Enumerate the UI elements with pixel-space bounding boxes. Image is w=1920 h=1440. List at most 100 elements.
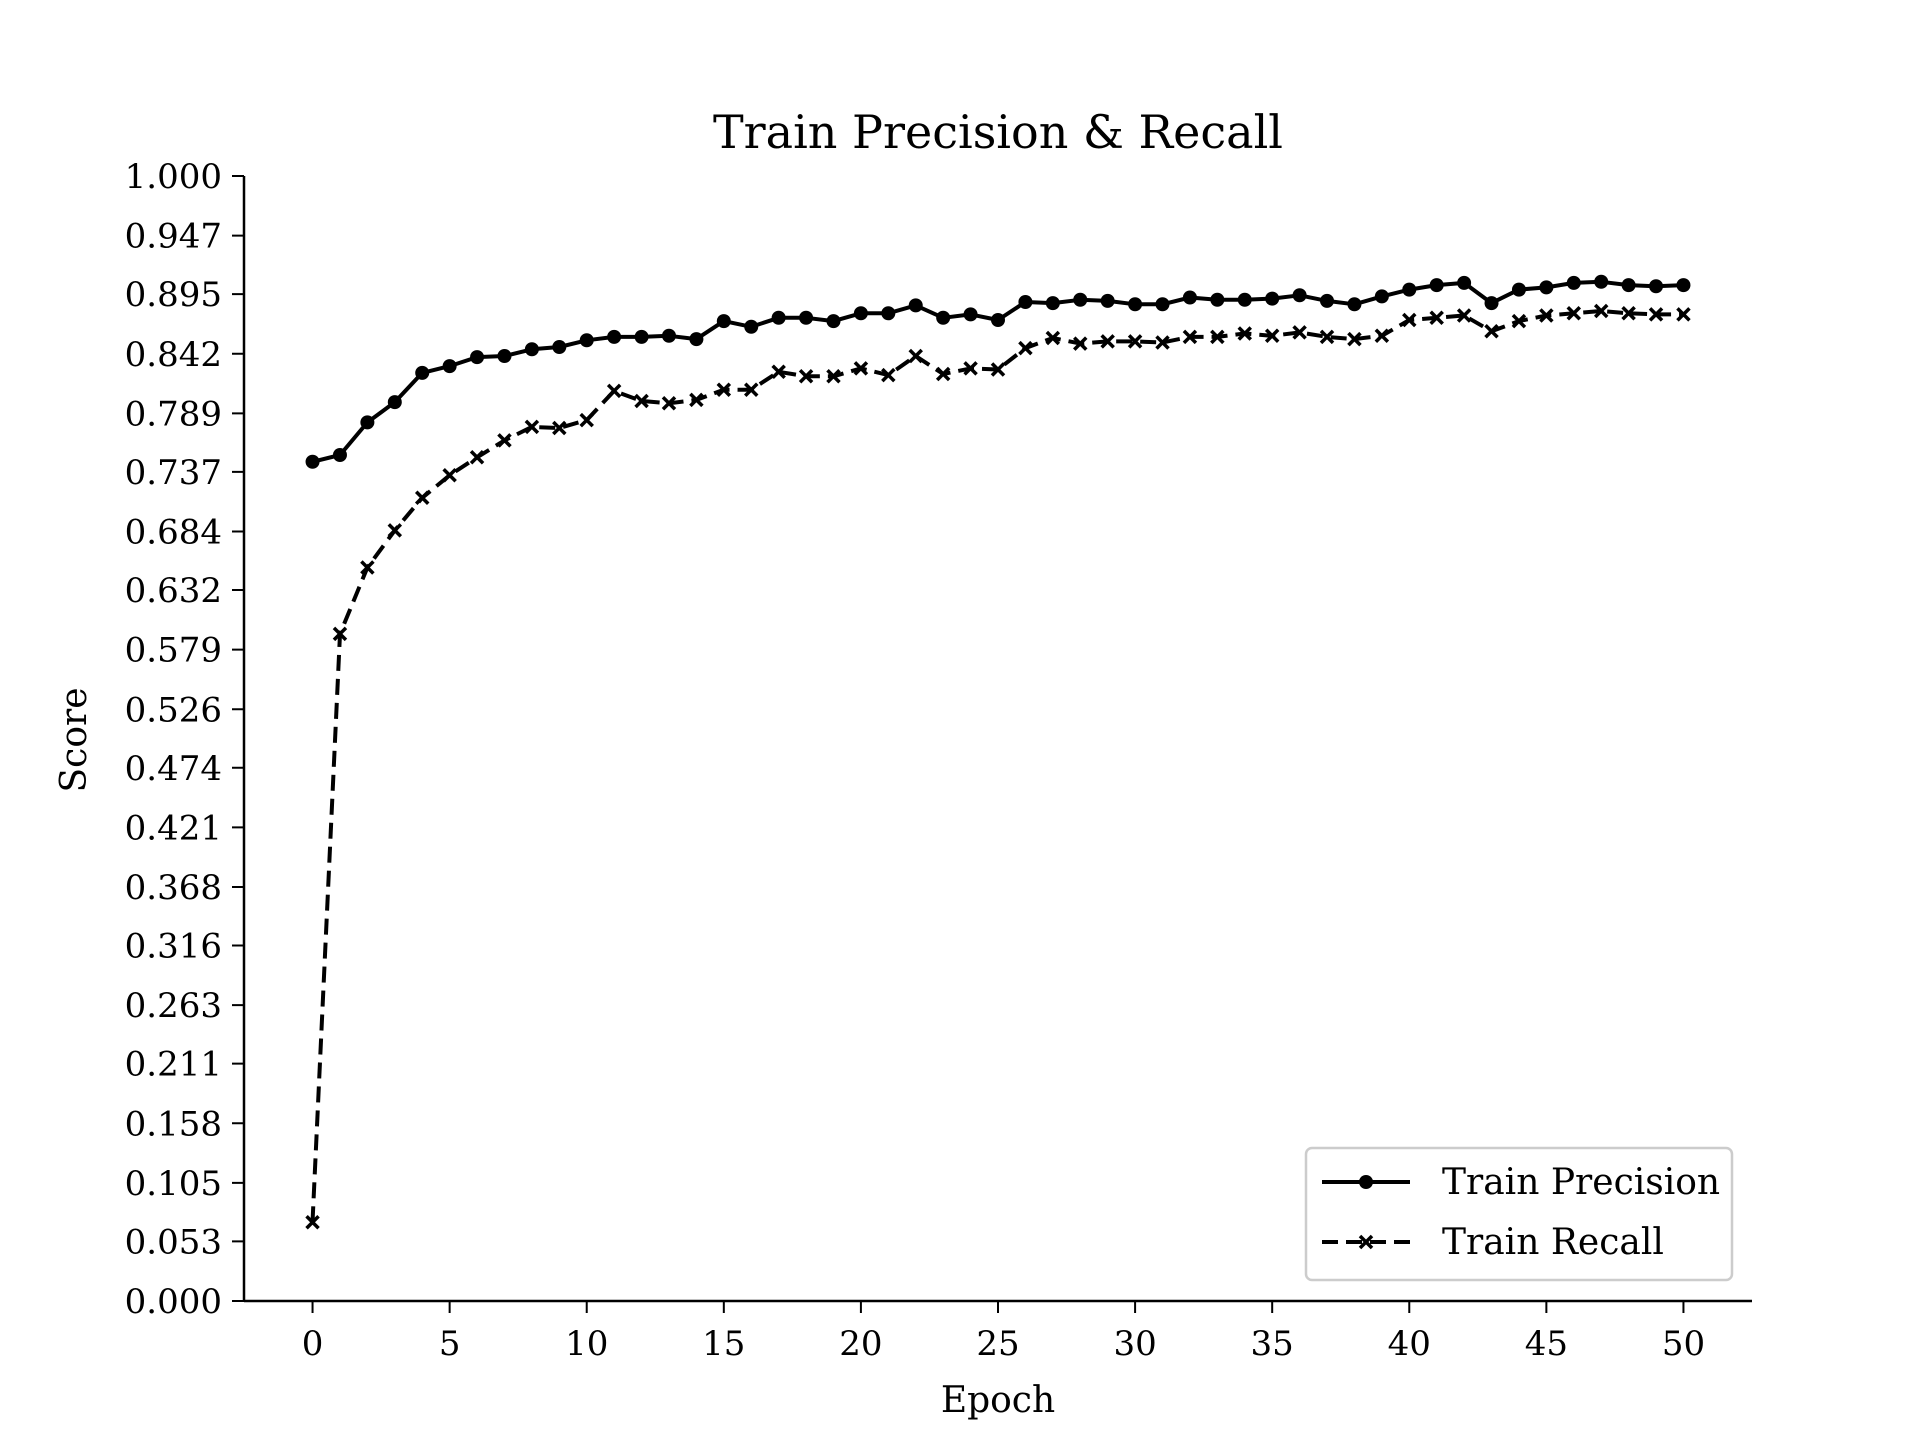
train-recall-point [908, 348, 923, 364]
train-recall-point [360, 560, 375, 575]
train-precision-point [1210, 292, 1225, 307]
train-recall-point [1456, 308, 1472, 323]
train-precision-point [1128, 297, 1143, 312]
train-precision-point [1237, 292, 1252, 307]
train-recall-point [606, 383, 622, 399]
x-tick-label: 15 [702, 1324, 745, 1364]
train-recall-point [1347, 331, 1362, 347]
train-precision-point [661, 328, 676, 343]
train-precision-point [853, 306, 868, 321]
train-recall-point [1429, 310, 1444, 325]
y-tick-label: 0.684 [125, 513, 222, 553]
train-precision-point [552, 340, 567, 354]
train-recall-point [579, 412, 594, 428]
train-recall-point [798, 369, 814, 384]
train-precision-point [1320, 293, 1335, 308]
train-precision-point [1292, 288, 1307, 303]
legend-box [1304, 1146, 1734, 1282]
train-precision-point [1594, 274, 1609, 289]
train-recall-point [1237, 326, 1253, 341]
legend-item-train-precision: Train Precision [1322, 1162, 1720, 1203]
train-recall-point [1100, 334, 1115, 349]
train-recall-point [332, 626, 348, 642]
x-tick-label: 30 [1113, 1324, 1156, 1364]
x-tick-label: 25 [976, 1324, 1019, 1364]
train-precision-point [415, 365, 430, 380]
y-tick-label: 0.842 [125, 335, 222, 375]
train-precision-point [1018, 295, 1033, 309]
train-recall-point [442, 468, 457, 483]
x-tick-label: 5 [439, 1324, 461, 1364]
x-tick-label: 40 [1388, 1324, 1431, 1364]
train-precision-point [1374, 289, 1389, 304]
train-recall-point [826, 369, 841, 384]
train-precision-point [1402, 282, 1417, 297]
train-recall-point [552, 420, 567, 436]
train-precision-point [1155, 297, 1170, 312]
train-recall-point [1539, 308, 1554, 323]
x-tick-label: 45 [1525, 1324, 1568, 1364]
train-recall-point [1484, 324, 1499, 339]
train-precision-point [1457, 275, 1472, 290]
y-tick-label: 0.421 [125, 808, 222, 848]
y-tick-label: 0.263 [125, 986, 222, 1026]
train-recall-point [1210, 329, 1225, 345]
y-tick-label: 0.474 [125, 749, 222, 789]
train-recall-point [1127, 334, 1143, 349]
train-recall-point [853, 361, 869, 376]
legend-label: Train Recall [1442, 1222, 1664, 1263]
train-recall-point [1511, 313, 1527, 329]
train-precision-point [689, 332, 704, 347]
x-axis-label: Epoch [941, 1380, 1055, 1421]
train-precision-point [963, 307, 978, 322]
train-recall-point [414, 490, 430, 505]
train-recall-point [881, 367, 896, 383]
y-tick-label: 0.737 [125, 453, 222, 493]
train-precision-point [579, 333, 594, 348]
train-precision-series [305, 274, 1691, 469]
train-recall-series [305, 303, 1691, 1230]
x-tick-label: 10 [565, 1324, 608, 1364]
train-recall-point [1264, 328, 1280, 343]
train-recall-point [1182, 329, 1198, 345]
train-precision-point [634, 329, 649, 344]
y-axis-label: Score [54, 687, 95, 792]
y-tick-label: 0.053 [125, 1222, 222, 1262]
train-recall-point [716, 382, 732, 397]
train-precision-point [1484, 296, 1499, 311]
train-precision-point [908, 298, 923, 313]
train-recall-point [990, 362, 1006, 377]
train-recall-point [743, 382, 759, 397]
x-tick-label: 0 [302, 1324, 324, 1364]
y-tick-label: 0.000 [125, 1282, 222, 1322]
y-tick-label: 0.211 [125, 1045, 222, 1085]
train-recall-point [935, 366, 951, 382]
train-precision-point [1265, 291, 1280, 306]
train-precision-point [1566, 275, 1581, 290]
train-recall-point [771, 364, 786, 379]
train-recall-point [1648, 307, 1664, 322]
train-precision-point [387, 395, 402, 410]
train-recall-point [524, 419, 540, 435]
x-tick-label: 20 [839, 1324, 882, 1364]
train-precision-point [497, 349, 512, 363]
x-tick-label: 50 [1662, 1324, 1705, 1364]
train-precision-point [1511, 282, 1526, 297]
train-precision-point [771, 310, 786, 325]
chart-title: Train Precision & Recall [713, 105, 1283, 159]
train-precision-point [1676, 278, 1691, 293]
train-recall-point [634, 393, 649, 409]
train-recall-point [1593, 303, 1609, 319]
train-recall-point [387, 523, 403, 538]
y-tick-label: 0.789 [125, 394, 222, 434]
y-tick-label: 0.947 [125, 217, 222, 257]
train-precision-point [1073, 292, 1088, 307]
y-tick-label: 0.158 [125, 1104, 222, 1144]
train-recall-line [310, 309, 1684, 1223]
train-precision-point [1429, 278, 1444, 293]
y-tick-label: 0.895 [125, 275, 222, 315]
train-recall-point [497, 433, 512, 448]
y-tick-label: 0.316 [125, 927, 222, 967]
train-recall-point [1155, 335, 1170, 350]
